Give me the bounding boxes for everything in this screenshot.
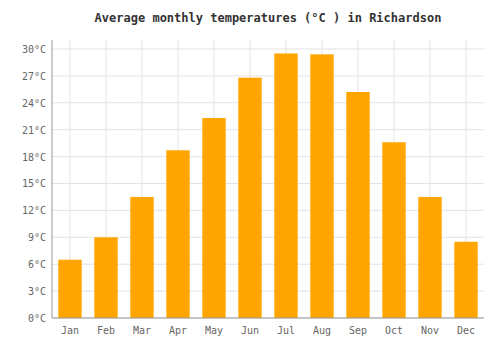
x-tick-label: Oct [385,325,403,336]
y-tick-label: 27°C [22,71,46,82]
x-tick-label: Mar [133,325,151,336]
x-tick-label: Jan [61,325,79,336]
bar [166,150,189,318]
y-axis-line [52,40,53,318]
chart: Average monthly temperatures (°C ) in Ri… [0,0,500,350]
y-tick-label: 12°C [22,205,46,216]
x-tick-label: Aug [313,325,331,336]
x-tick-label: Nov [421,325,439,336]
y-grid-line [52,102,484,103]
y-tick-label: 15°C [22,178,46,189]
bar [454,242,477,318]
bar [94,237,117,318]
y-tick-label: 6°C [28,259,46,270]
grid [52,40,484,318]
bar [130,197,153,318]
y-grid-line [52,48,484,49]
bar [274,53,297,318]
x-tick-label: Dec [457,325,475,336]
bar [238,78,261,318]
title: Average monthly temperatures (°C ) in Ri… [95,11,442,25]
x-tick-label: Feb [97,325,115,336]
x-tick-label: Jul [277,325,295,336]
y-tick-label: 3°C [28,286,46,297]
y-tick-label: 9°C [28,232,46,243]
bar [418,197,441,318]
y-grid-line [52,183,484,184]
y-tick-label: 21°C [22,125,46,136]
y-tick-label: 0°C [28,313,46,324]
chart-container: Average monthly temperatures (°C ) in Ri… [0,0,500,350]
x-tick-label: Sep [349,325,367,336]
bar [58,260,81,318]
x-axis-line [52,318,484,319]
y-grid-line [52,129,484,130]
bars [58,53,477,318]
bar [382,142,405,318]
bar [346,92,369,318]
bar [310,54,333,318]
bar [202,118,225,318]
y-grid-line [52,75,484,76]
y-grid-line [52,318,484,319]
x-tick-label: Jun [241,325,259,336]
y-tick-label: 18°C [22,152,46,163]
y-grid-line [52,156,484,157]
y-tick-label: 24°C [22,98,46,109]
x-tick-label: Apr [169,325,187,336]
y-tick-label: 30°C [22,44,46,55]
x-tick-label: May [205,325,223,336]
